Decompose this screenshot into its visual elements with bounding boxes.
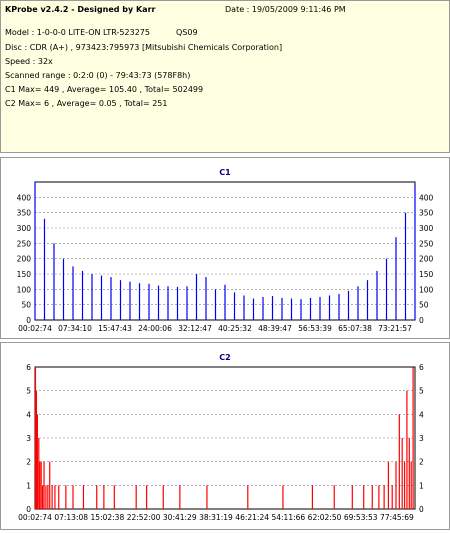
c2-y-tick-label-left: 0	[26, 505, 31, 514]
c2-statistics: C2 Max= 6 , Average= 0.05 , Total= 251	[5, 99, 168, 108]
firmware: QS09	[176, 28, 198, 37]
c1-x-tick-label: 24:00:06	[138, 324, 172, 333]
c2-y-tick-label-right: 0	[419, 505, 424, 514]
c2-chart: C2 0 0 1 1 2 2 3 3 4 4 5 5 6 6 00:02:74 07:13:08 15:02:38…	[18, 353, 424, 522]
c1-y-tick-label-left: 200	[17, 255, 32, 264]
c1-chart: C1 0 0 50 50 100 100 150 150 200 200 250 250 300 300 35…	[17, 168, 434, 333]
c2-y-tick-label-left: 2	[26, 458, 31, 467]
c1-y-tick-label-left: 400	[17, 193, 32, 202]
c1-x-tick-label: 07:34:10	[58, 324, 92, 333]
c2-x-tick-label: 69:53:53	[344, 513, 378, 522]
c2-chart-title: C2	[219, 353, 230, 362]
c2-x-tick-label: 30:41:29	[163, 513, 197, 522]
c2-y-tick-label-left: 5	[26, 387, 31, 396]
c1-x-tick-label: 40:25:32	[218, 324, 252, 333]
disc-info: Disc : CDR (A+) , 973423:795973 [Mitsubi…	[5, 43, 283, 52]
c2-y-tick-label-left: 1	[26, 481, 31, 490]
c2-x-tick-label: 15:02:38	[91, 513, 125, 522]
c2-x-tick-label: 54:11:66	[271, 513, 305, 522]
c1-statistics: C1 Max= 449 , Average= 105.40 , Total= 5…	[5, 85, 204, 94]
c1-y-tick-label-left: 250	[17, 239, 32, 248]
c1-x-tick-label: 65:07:38	[338, 324, 372, 333]
c2-x-tick-label: 07:13:08	[54, 513, 88, 522]
c1-y-tick-label-left: 350	[17, 209, 32, 218]
c1-y-tick-label-right: 50	[419, 301, 429, 310]
c1-x-tick-label: 56:53:39	[298, 324, 332, 333]
c1-x-tick-label: 32:12:47	[178, 324, 212, 333]
c2-x-tick-label: 38:31:19	[199, 513, 233, 522]
c2-y-tick-label-left: 4	[26, 410, 31, 419]
c1-y-tick-label-right: 400	[419, 193, 434, 202]
c2-y-tick-label-right: 4	[419, 410, 424, 419]
c2-x-tick-label: 62:02:50	[308, 513, 342, 522]
c2-x-tick-label: 22:52:00	[127, 513, 161, 522]
c1-y-tick-label-right: 150	[419, 270, 434, 279]
c1-x-tick-label: 15:47:43	[98, 324, 132, 333]
scanned-range: Scanned range : 0:2:0 (0) - 79:43:73 (57…	[5, 71, 191, 80]
c2-y-tick-label-right: 3	[419, 434, 424, 443]
drive-model: Model : 1-0-0-0 LITE-ON LTR-523275	[5, 28, 150, 37]
c2-y-tick-label-right: 2	[419, 458, 424, 467]
c2-y-tick-label-left: 6	[26, 363, 31, 372]
c2-chart-panel: C2 0 0 1 1 2 2 3 3 4 4 5 5 6 6 00:02:74 07:13:08 15:02:38…	[0, 342, 450, 530]
c2-x-tick-label: 46:21:24	[235, 513, 269, 522]
c1-y-tick-label-left: 50	[21, 301, 31, 310]
c1-x-tick-label: 73:21:57	[378, 324, 412, 333]
c1-y-tick-label-left: 300	[17, 224, 32, 233]
c1-y-tick-label-right: 200	[419, 255, 434, 264]
c2-x-tick-label: 00:02:74	[18, 513, 52, 522]
info-panel: KProbe v2.4.2 - Designed by Karr Date : …	[0, 0, 450, 153]
c2-y-tick-label-right: 6	[419, 363, 424, 372]
c1-y-tick-label-right: 250	[419, 239, 434, 248]
c1-chart-panel: C1 0 0 50 50 100 100 150 150 200 200 250 250 300 300 35…	[0, 157, 450, 339]
c1-x-tick-label: 48:39:47	[258, 324, 292, 333]
c1-x-tick-label: 00:02:74	[18, 324, 52, 333]
c1-y-tick-label-right: 350	[419, 209, 434, 218]
c2-y-tick-label-right: 1	[419, 481, 424, 490]
c2-y-tick-label-right: 5	[419, 387, 424, 396]
c1-chart-title: C1	[219, 168, 231, 177]
c1-y-tick-label-left: 0	[26, 316, 31, 325]
c1-y-tick-label-left: 100	[17, 285, 32, 294]
c2-x-tick-label: 77:45:69	[380, 513, 414, 522]
c1-y-tick-label-right: 0	[419, 316, 424, 325]
scan-speed: Speed : 32x	[5, 57, 53, 66]
app-title: KProbe v2.4.2 - Designed by Karr	[5, 5, 156, 14]
c2-y-tick-label-left: 3	[26, 434, 31, 443]
c1-y-tick-label-left: 150	[17, 270, 32, 279]
scan-date: Date : 19/05/2009 9:11:46 PM	[225, 5, 346, 14]
c1-y-tick-label-right: 100	[419, 285, 434, 294]
c1-y-tick-label-right: 300	[419, 224, 434, 233]
